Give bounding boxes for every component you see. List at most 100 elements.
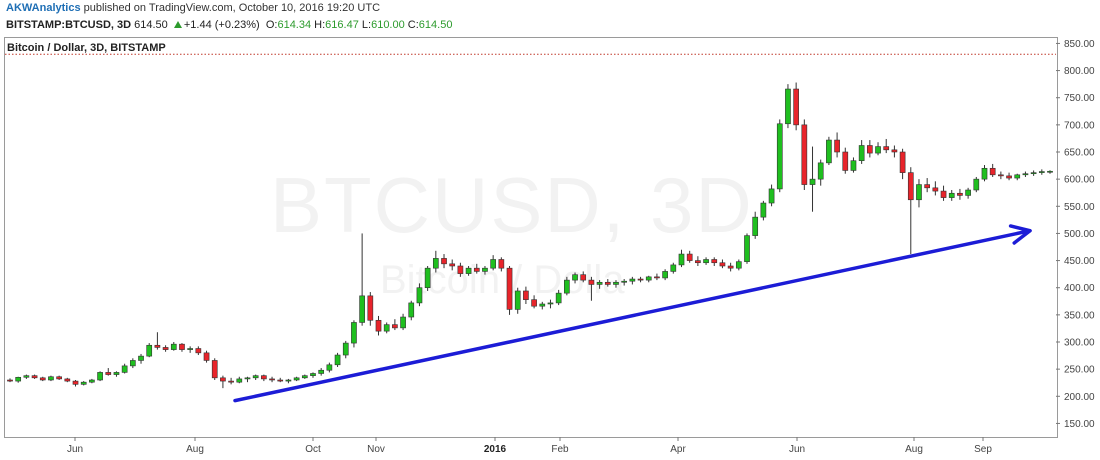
candle-body xyxy=(1047,170,1053,173)
candle-body xyxy=(269,378,275,381)
candle-body xyxy=(547,302,554,305)
candle-body xyxy=(31,375,38,379)
candle-body xyxy=(817,162,824,180)
candle-body xyxy=(506,267,513,310)
candle-body xyxy=(23,375,30,378)
trendline xyxy=(233,228,1032,403)
x-tick-label: Feb xyxy=(551,444,569,455)
candle-body xyxy=(523,290,529,300)
candle-body xyxy=(277,379,284,382)
candle-body xyxy=(564,279,570,294)
candle-body xyxy=(482,267,488,272)
candle-body xyxy=(998,174,1004,177)
y-tick-label: 800.00 xyxy=(1064,66,1095,77)
chart-panel[interactable] xyxy=(4,37,1058,438)
candle-body xyxy=(678,253,685,266)
x-tick-label: Aug xyxy=(186,444,204,455)
candle-body xyxy=(326,364,333,371)
candle-body xyxy=(1038,171,1045,173)
candle-body xyxy=(105,372,112,375)
y-tick-label: 500.00 xyxy=(1064,229,1095,240)
x-tick-label: Aug xyxy=(905,444,923,455)
watermark-symbol: BTCUSD, 3D xyxy=(270,161,754,249)
candle-body xyxy=(981,167,988,180)
candle-body xyxy=(64,378,71,382)
candle-body xyxy=(211,360,218,379)
candle-body xyxy=(965,189,971,196)
candle-body xyxy=(449,263,456,267)
y-tick-label: 300.00 xyxy=(1064,338,1095,349)
candle-body xyxy=(695,260,701,264)
candle-body xyxy=(613,281,619,285)
low-label: L: xyxy=(361,19,372,31)
candle-body xyxy=(129,360,136,367)
candle-body xyxy=(392,324,398,329)
y-tick-label: 250.00 xyxy=(1064,365,1095,376)
candle-body xyxy=(97,372,103,381)
candle-body xyxy=(170,343,177,350)
candle-body xyxy=(957,192,963,196)
candle-body xyxy=(113,372,120,375)
x-tick-label: Apr xyxy=(670,444,686,455)
candle-body xyxy=(80,381,87,385)
candle-body xyxy=(629,278,636,282)
candle-body xyxy=(342,342,349,356)
candle-body xyxy=(645,276,652,281)
candle-body xyxy=(719,262,726,267)
chart-title: Bitcoin / Dollar, 3D, BITSTAMP xyxy=(7,42,166,54)
candle-body xyxy=(752,216,759,236)
candle-body xyxy=(531,299,537,307)
up-arrow-icon xyxy=(173,21,182,28)
candle-body xyxy=(400,316,406,329)
candle-body xyxy=(89,379,95,383)
candle-body xyxy=(236,378,243,383)
x-tick-label: Jun xyxy=(67,444,83,455)
candle-body xyxy=(735,261,742,269)
candle-body xyxy=(473,267,480,272)
candle-body xyxy=(604,281,611,285)
open-value: 614.34 xyxy=(277,19,312,31)
candle-body xyxy=(899,151,906,173)
close-value: 614.50 xyxy=(418,19,453,31)
candle-body xyxy=(432,258,439,269)
high-value: 616.47 xyxy=(325,19,359,31)
candle-body xyxy=(220,377,226,382)
open-label: O: xyxy=(265,19,278,31)
candle-body xyxy=(580,274,587,281)
candle-body xyxy=(514,290,521,310)
candle-body xyxy=(670,264,677,272)
candle-body xyxy=(39,377,46,381)
x-tick-label: Jun xyxy=(789,444,805,455)
symbol-label: BITSTAMP:BTCUSD, 3D xyxy=(6,19,132,31)
candle-body xyxy=(867,145,873,154)
candle-body xyxy=(383,324,390,332)
y-tick-label: 450.00 xyxy=(1064,256,1095,267)
candle-body xyxy=(686,253,693,261)
y-tick-label: 150.00 xyxy=(1064,419,1095,430)
candle-body xyxy=(940,190,947,198)
candle-body xyxy=(1022,173,1029,176)
candle-body xyxy=(146,344,153,357)
candle-body xyxy=(441,258,447,265)
candle-body xyxy=(252,375,259,379)
candle-body xyxy=(989,167,996,176)
trendline-arrowhead xyxy=(1008,224,1032,245)
author-link[interactable]: AKWAnalytics xyxy=(6,2,81,14)
candle-body xyxy=(334,354,341,366)
candle-body xyxy=(875,146,881,154)
candle-body xyxy=(793,88,799,126)
y-tick-label: 350.00 xyxy=(1064,310,1095,321)
candle-body xyxy=(154,344,161,348)
y-tick-label: 700.00 xyxy=(1064,120,1095,131)
candle-body xyxy=(310,373,316,376)
y-tick-label: 750.00 xyxy=(1064,93,1095,104)
candle-body xyxy=(301,375,308,379)
candle-body xyxy=(490,259,496,269)
last-price: 614.50 xyxy=(134,19,168,31)
x-tick-label: Oct xyxy=(305,444,321,455)
candle-body xyxy=(588,279,595,285)
candle-body xyxy=(375,319,382,332)
candle-body xyxy=(7,379,13,382)
high-label: H: xyxy=(314,19,326,31)
